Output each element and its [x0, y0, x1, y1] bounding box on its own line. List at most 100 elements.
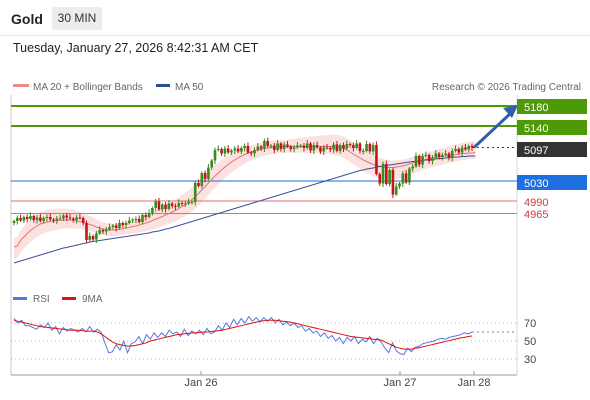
candle-body [246, 146, 250, 153]
level-5180-label: 5180 [524, 102, 548, 114]
candle-body [216, 149, 220, 150]
candle-body [365, 144, 368, 151]
candle-body [141, 215, 144, 222]
candle-body [296, 145, 299, 148]
timestamp: Tuesday, January 27, 2026 8:42:31 AM CET [13, 41, 259, 55]
forecast-arrow [472, 110, 514, 149]
candle-body [467, 146, 471, 150]
candle-body [95, 233, 98, 240]
candle-body [131, 219, 134, 221]
candle-body [75, 217, 78, 220]
candle-body [220, 149, 223, 154]
candle-body [371, 145, 375, 152]
ma20-legend-swatch [13, 84, 29, 87]
candle-body [210, 160, 213, 168]
candle-body [424, 155, 428, 156]
candle-body [65, 215, 69, 218]
candle-body [151, 208, 154, 213]
ma20-line [13, 146, 476, 248]
level-4965-label: 4965 [524, 209, 548, 221]
candle-body [147, 213, 151, 217]
candle-body [352, 145, 355, 148]
rsi-tick-70: 70 [524, 318, 536, 330]
instrument-title: Gold [11, 11, 43, 27]
candle-body [289, 146, 293, 149]
candle-body [450, 151, 454, 158]
candle-body [134, 219, 138, 220]
level-5140-tag [517, 120, 587, 135]
candle-body [78, 217, 82, 219]
candle-body [263, 141, 266, 149]
candle-body [414, 156, 418, 167]
bollinger-band [14, 134, 476, 259]
candle-body [454, 149, 457, 151]
candle-body [184, 203, 187, 205]
candle-body [243, 146, 246, 148]
forecast-arrow-head [503, 105, 518, 118]
candle-body [431, 157, 434, 161]
candle-body [180, 203, 184, 204]
candle-body [88, 236, 92, 240]
candle-body [411, 166, 414, 169]
candle-body [427, 155, 431, 161]
candle-body [249, 152, 253, 154]
main-plot [11, 105, 518, 264]
candle-body [144, 215, 148, 217]
candle-body [421, 156, 424, 165]
level-5030-label: 5030 [524, 178, 548, 190]
candle-body [417, 156, 421, 165]
candle-body [404, 173, 408, 183]
rsi-legend-swatch [13, 297, 27, 300]
candle-body [375, 145, 378, 174]
x-label-jan26: Jan 26 [184, 377, 217, 389]
candle-body [332, 144, 335, 150]
candle-body [361, 151, 365, 152]
candle-body [45, 217, 49, 218]
ma50-line [13, 155, 476, 264]
rsi-tick-30: 30 [524, 354, 536, 366]
candle-body [91, 236, 95, 240]
candle-body [385, 164, 388, 184]
candle-body [154, 201, 157, 208]
candle-body [286, 144, 289, 147]
level-5140-label: 5140 [524, 123, 548, 135]
candle-body [111, 225, 115, 227]
candle-body [174, 206, 177, 207]
ma20-legend-label: MA 20 + Bollinger Bands [33, 82, 143, 93]
candle-body [48, 217, 52, 220]
rsi-ma-line [13, 319, 473, 350]
candle-body [203, 173, 207, 179]
candle-body [444, 153, 447, 155]
candle-body [25, 217, 29, 219]
candle-body [273, 145, 276, 150]
candle-body [315, 145, 319, 148]
candle-body [378, 174, 382, 184]
candle-body [55, 218, 59, 221]
candle-body [167, 203, 171, 209]
candle-body [437, 153, 441, 157]
candle-body [85, 223, 88, 240]
candle-body [381, 164, 385, 184]
candle-body [19, 218, 22, 221]
level-4990-label: 4990 [524, 197, 548, 209]
candle-body [457, 149, 461, 153]
candle-body [62, 215, 65, 219]
candle-body [322, 147, 326, 152]
candle-body [15, 218, 19, 221]
candle-body [233, 148, 237, 151]
rsi-ma-legend-swatch [62, 297, 76, 300]
timeframe-button[interactable]: 30 MIN [52, 7, 102, 30]
candle-body [29, 216, 32, 219]
candle-body [253, 150, 256, 154]
candle-body [35, 217, 39, 220]
candle-body [292, 147, 296, 149]
candle-body [266, 141, 270, 146]
candle-body [226, 148, 230, 153]
candle-body [259, 146, 263, 149]
candle-body [42, 218, 45, 221]
candle-body [312, 145, 316, 151]
candle-body [190, 202, 194, 203]
candle-body [401, 173, 405, 184]
